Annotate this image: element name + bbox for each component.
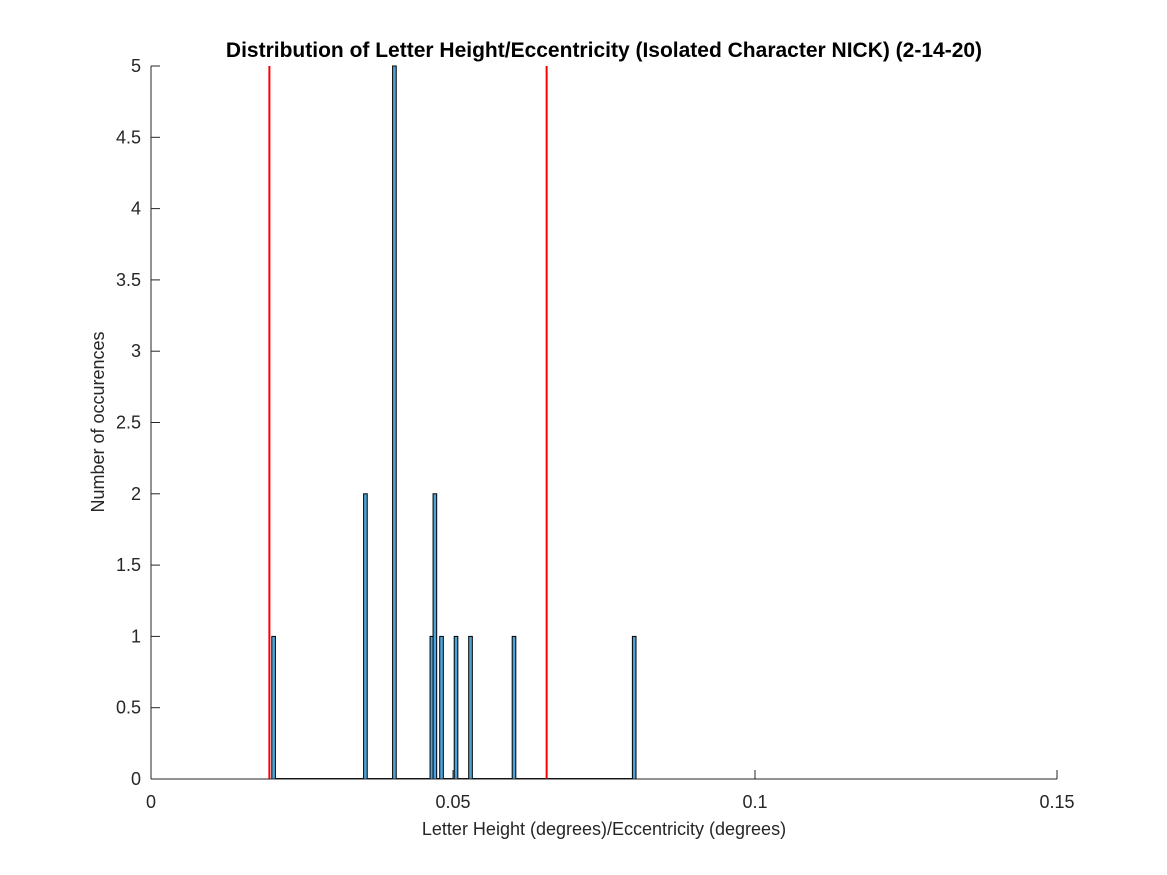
y-tick-label: 0.5 <box>116 698 141 718</box>
histogram-bar <box>439 635 444 780</box>
y-tick-label: 0 <box>131 769 141 789</box>
histogram-bar <box>631 635 637 780</box>
histogram-bar <box>271 635 276 780</box>
histogram-bar <box>511 635 517 780</box>
histogram-bar <box>363 493 368 780</box>
y-axis-label: Number of occurences <box>88 331 108 512</box>
y-tick-label: 3 <box>131 341 141 361</box>
y-tick-label: 3.5 <box>116 270 141 290</box>
y-tick-label: 4 <box>131 199 141 219</box>
x-axis-label: Letter Height (degrees)/Eccentricity (de… <box>422 819 786 839</box>
x-tick-label: 0 <box>146 792 156 812</box>
x-tick-label: 0.05 <box>435 792 470 812</box>
histogram-bar <box>453 635 459 780</box>
y-tick-label: 2 <box>131 484 141 504</box>
histogram-bar <box>432 493 438 780</box>
x-tick-label: 0.15 <box>1039 792 1074 812</box>
chart-title: Distribution of Letter Height/Eccentrici… <box>226 39 982 62</box>
x-tick-label: 0.1 <box>742 792 767 812</box>
y-tick-label: 5 <box>131 56 141 76</box>
y-tick-label: 4.5 <box>116 127 141 147</box>
histogram-bar <box>392 65 397 780</box>
y-tick-label: 2.5 <box>116 413 141 433</box>
axes-layer: 0 0.05 0.1 0.15 0 0.5 1 1.5 2 2.5 3 3.5 4 4.5 5 <box>116 56 1075 812</box>
histogram-bar <box>468 635 473 780</box>
reference-lines-layer <box>268 66 548 779</box>
y-tick-label: 1.5 <box>116 555 141 575</box>
y-tick-label: 1 <box>131 626 141 646</box>
bars-layer <box>271 65 637 780</box>
